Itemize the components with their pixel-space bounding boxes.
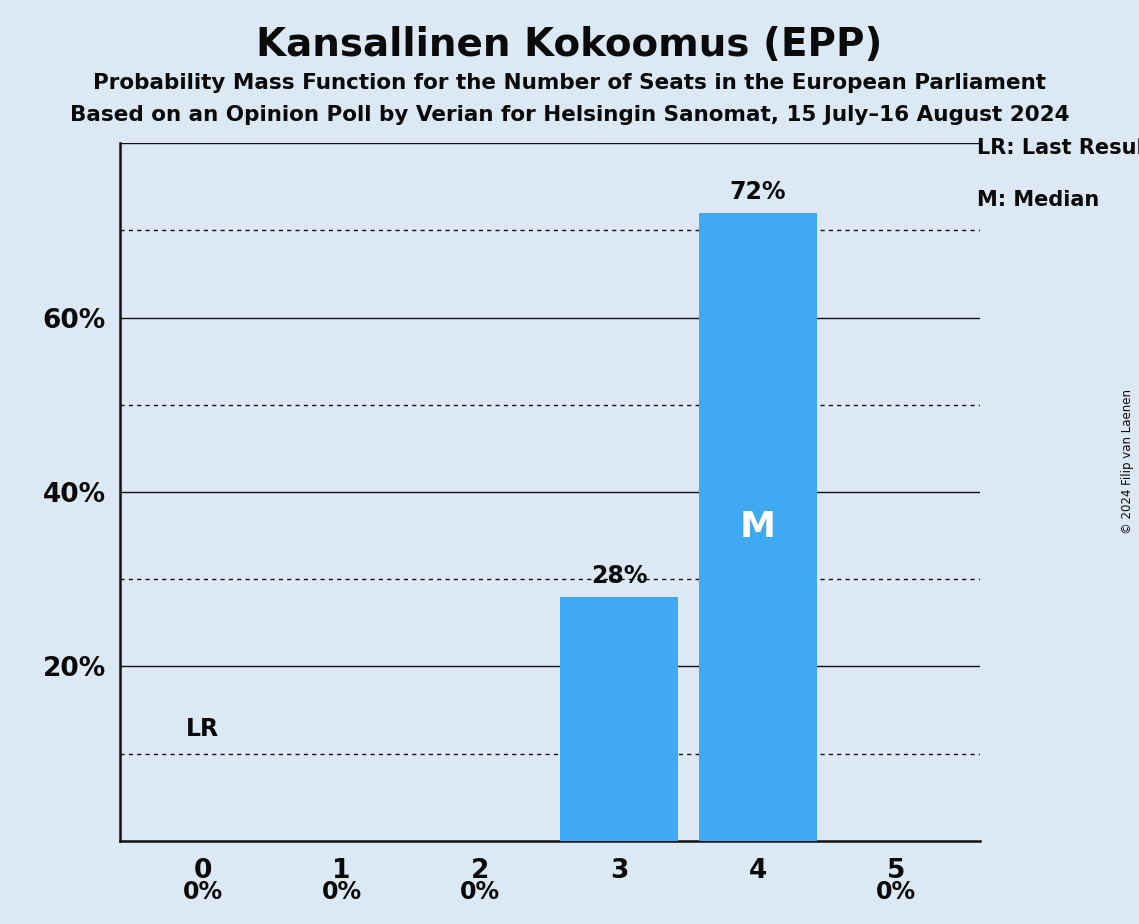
Text: 0%: 0% — [876, 880, 917, 904]
Text: M: Median: M: Median — [977, 190, 1099, 210]
Text: 0%: 0% — [460, 880, 500, 904]
Text: 72%: 72% — [729, 180, 786, 204]
Text: 0%: 0% — [321, 880, 361, 904]
Text: Kansallinen Kokoomus (EPP): Kansallinen Kokoomus (EPP) — [256, 26, 883, 64]
Bar — [698, 213, 817, 841]
Text: 0%: 0% — [182, 880, 223, 904]
Text: LR: Last Result: LR: Last Result — [977, 138, 1139, 158]
Text: Probability Mass Function for the Number of Seats in the European Parliament: Probability Mass Function for the Number… — [93, 73, 1046, 93]
Bar — [560, 597, 678, 841]
Text: LR: LR — [187, 716, 220, 740]
Text: Based on an Opinion Poll by Verian for Helsingin Sanomat, 15 July–16 August 2024: Based on an Opinion Poll by Verian for H… — [69, 105, 1070, 126]
Text: © 2024 Filip van Laenen: © 2024 Filip van Laenen — [1121, 390, 1134, 534]
Text: M: M — [739, 510, 776, 544]
Text: 28%: 28% — [591, 564, 647, 588]
